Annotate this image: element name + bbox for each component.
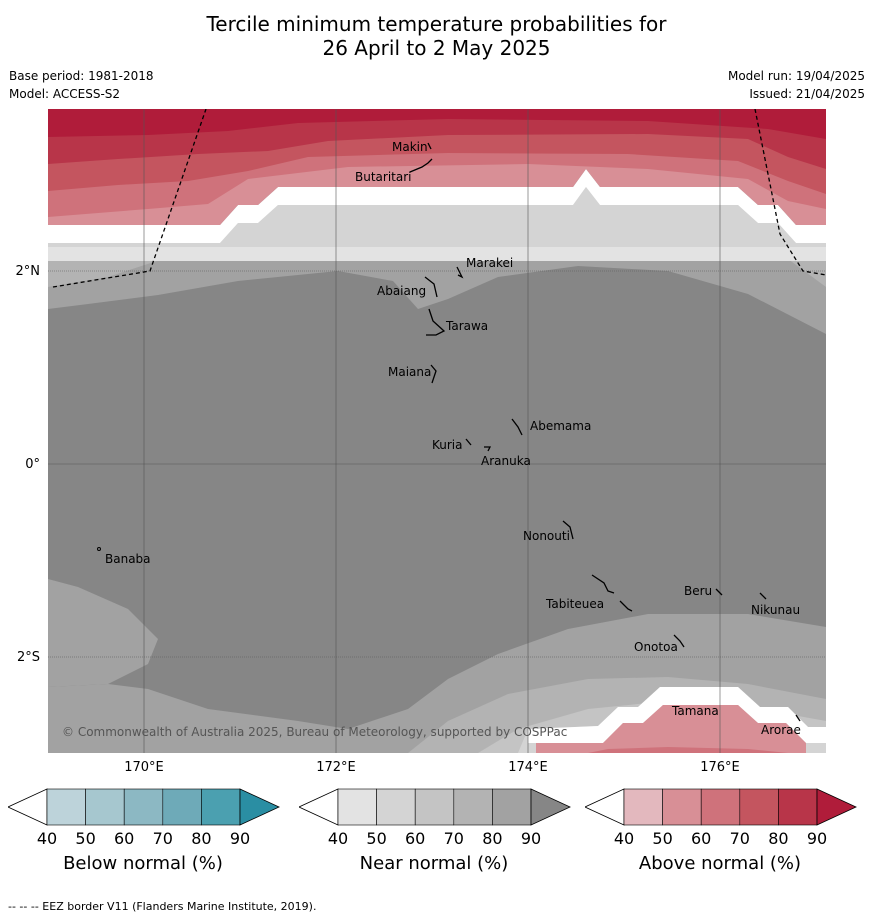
chart-title: Tercile minimum temperature probabilitie… (0, 12, 873, 60)
title-line-1: Tercile minimum temperature probabilitie… (206, 12, 667, 36)
colorbar-swatch (623, 788, 663, 826)
colorbar-swatch (123, 788, 164, 826)
island-label-tarawa: Tarawa (446, 319, 489, 333)
colorbar-swatch (162, 788, 202, 826)
colorbar-tick-label: 70 (729, 829, 750, 848)
above-normal-zone-south-60 (588, 747, 788, 753)
colorbar-tick-label: 40 (613, 829, 635, 848)
gridlines (48, 109, 826, 753)
island-label-kuria: Kuria (432, 438, 463, 452)
model-run: Model run: 19/04/2025 (727, 69, 865, 83)
colorbar-below (8, 788, 280, 826)
island-label-nonouti: Nonouti (523, 529, 570, 543)
model-name: Model: ACCESS-S2 (9, 87, 121, 101)
colorbar-tick-label: 60 (691, 829, 712, 848)
colorbar-tick-label: 70 (152, 829, 173, 848)
colorbar-above (585, 788, 857, 826)
island-label-banaba: Banaba (105, 552, 151, 566)
colorbar-tick-label: 70 (443, 829, 464, 848)
colorbar-tick-label: 50 (366, 829, 387, 848)
lat-label-0: 0° (25, 457, 40, 472)
island-label-maiana: Maiana (388, 365, 432, 379)
colorbar-low-extension (8, 788, 48, 826)
above-normal-zone-90 (48, 109, 826, 139)
island-label-nikunau: Nikunau (751, 603, 801, 617)
lat-label-2s: 2°S (16, 650, 40, 665)
copyright-notice: © Commonwealth of Australia 2025, Bureau… (62, 725, 568, 739)
colorbar-tick-label: 90 (229, 829, 251, 848)
colorbar-tick-label: 90 (806, 829, 828, 848)
colorbar-title-above: Above normal (%) (638, 853, 802, 874)
colorbar-tick-label: 90 (520, 829, 542, 848)
lon-label-170e: 170°E (124, 760, 164, 775)
colorbar-swatch (337, 788, 377, 826)
colorbar-tick-label: 50 (652, 829, 673, 848)
colorbar-title-near: Near normal (%) (359, 853, 509, 874)
lat-label-2n: 2°N (15, 264, 41, 279)
colorbar-swatch (662, 788, 702, 826)
lon-label-176e: 176°E (700, 760, 740, 775)
colorbar-swatch (414, 788, 455, 826)
island-label-aranuka: Aranuka (481, 454, 531, 468)
eez-footnote: -- -- -- EEZ border V11 (Flanders Marine… (8, 900, 317, 913)
no-signal-band-south (528, 687, 826, 743)
issued-date: Issued: 21/04/2025 (749, 87, 865, 101)
title-line-2: 26 April to 2 May 2025 (322, 36, 551, 60)
island-label-tamana: Tamana (672, 704, 719, 718)
island-label-onotoa: Onotoa (634, 640, 678, 654)
colorbar-tick-label: 80 (482, 829, 503, 848)
island-outlines (409, 142, 801, 722)
colorbar-swatch (492, 788, 532, 826)
banaba-outline (97, 547, 101, 551)
colorbar-swatch (85, 788, 125, 826)
colorbar-swatch (700, 788, 741, 826)
colorbar-tick-label: 60 (405, 829, 426, 848)
colorbar-swatch (778, 788, 818, 826)
island-label-tabiteuea: Tabiteuea (546, 597, 605, 611)
near-normal-zone-mid (48, 243, 826, 334)
island-label-makin: Makin (392, 140, 428, 154)
colorbar-tick-label: 60 (114, 829, 135, 848)
colorbar-tick-label: 80 (191, 829, 212, 848)
island-label-arorae: Arorae (761, 723, 801, 737)
near-normal-zone-southwest (48, 579, 158, 687)
island-label-abemama: Abemama (530, 419, 592, 433)
island-label-marakei: Marakei (466, 256, 514, 270)
island-label-beru: Beru (684, 584, 713, 598)
near-normal-zone-south-edge (48, 719, 398, 753)
colorbar-swatch (739, 788, 779, 826)
colorbar-swatch (453, 788, 493, 826)
lon-label-172e: 172°E (316, 760, 356, 775)
colorbar-swatch (201, 788, 241, 826)
map-panel: Makin Butaritari Marakei Abaiang Tarawa … (48, 109, 826, 753)
colorbar-tick-label: 40 (327, 829, 349, 848)
map-svg (48, 109, 826, 753)
colorbar-high-extension (530, 788, 571, 826)
colorbar-high-extension (239, 788, 280, 826)
colorbar-high-extension (816, 788, 857, 826)
base-period: Base period: 1981-2018 (9, 69, 154, 83)
eez-borders (52, 109, 826, 288)
colorbar-tick-label: 80 (768, 829, 789, 848)
colorbar-near (299, 788, 571, 826)
colorbar-title-below: Below normal (%) (63, 853, 223, 874)
colorbar-swatch (46, 788, 86, 826)
colorbar-swatch (376, 788, 416, 826)
colorbar-tick-label: 40 (36, 829, 58, 848)
above-normal-zone-south (536, 705, 806, 753)
near-normal-zone-edge (48, 187, 826, 247)
island-label-abaiang: Abaiang (377, 284, 427, 298)
colorbar-low-extension (299, 788, 339, 826)
colorbar-low-extension (585, 788, 625, 826)
island-label-butaritari: Butaritari (355, 170, 412, 184)
lon-label-174e: 174°E (508, 760, 548, 775)
colorbar-tick-label: 50 (75, 829, 96, 848)
